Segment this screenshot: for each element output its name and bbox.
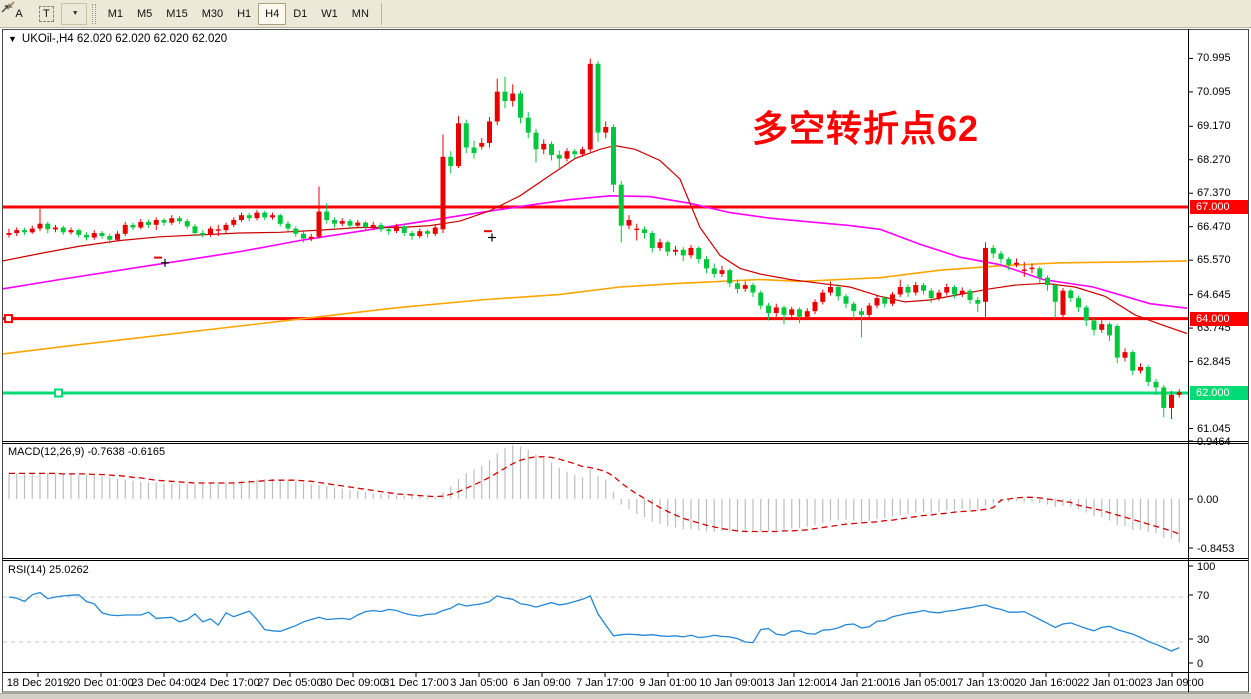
time-tick-label: 23 Jan 09:00: [1140, 677, 1204, 689]
timeframe-button-mn[interactable]: MN: [345, 3, 376, 25]
price-tick-label: 70.095: [1197, 85, 1231, 98]
time-tick-label: 31 Dec 17:00: [383, 677, 449, 689]
timeframe-button-h1[interactable]: H1: [230, 3, 258, 25]
price-line-badge-62.000: 62.000: [1190, 386, 1248, 400]
price-tick-label: 70.995: [1197, 52, 1231, 65]
toolbar-grip[interactable]: [91, 3, 96, 24]
text-tool-button[interactable]: T: [32, 3, 61, 25]
price-tick-label: 65.570: [1197, 254, 1231, 267]
time-tick-label: 3 Jan 05:00: [450, 677, 508, 689]
time-tick-label: 9 Jan 01:00: [639, 677, 697, 689]
indicator-tick-label: 0.00: [1197, 494, 1219, 506]
time-tick-label: 16 Jan 05:00: [888, 677, 952, 689]
time-tick-label: 13 Jan 12:00: [762, 677, 826, 689]
indicator-tick-label: 0.9464: [1197, 436, 1231, 448]
chart-title-text: UKOil-,H4 62.020 62.020 62.020 62.020: [21, 33, 228, 45]
timeframe-button-group: M1 M5 M15 M30 H1 H4 D1 W1 MN: [101, 2, 376, 25]
chart-collapse-icon[interactable]: ▼: [8, 34, 17, 44]
price-line-badge-67.000: 67.000: [1190, 200, 1248, 214]
arrow-cursor-button[interactable]: A: [6, 3, 32, 25]
price-tick-label: 69.170: [1197, 120, 1231, 133]
macd-indicator-label: MACD(12,26,9) -0.7638 -0.6165: [8, 446, 166, 458]
rsi-indicator-label: RSI(14) 25.0262: [8, 564, 89, 576]
indicator-tick-label: 70: [1197, 590, 1210, 602]
time-tick-label: 10 Jan 09:00: [699, 677, 763, 689]
toolbar-separator: [380, 2, 382, 25]
time-tick-label: 18 Dec 2019: [6, 677, 70, 689]
time-tick-label: 7 Jan 17:00: [576, 677, 634, 689]
timeframe-button-m5[interactable]: M5: [130, 3, 159, 25]
time-tick-label: 20 Dec 01:00: [68, 677, 134, 689]
timeframe-button-w1[interactable]: W1: [314, 3, 345, 25]
price-tick-label: 66.470: [1197, 220, 1231, 233]
timeframe-button-d1[interactable]: D1: [286, 3, 314, 25]
price-tick-label: 64.645: [1197, 288, 1231, 301]
time-tick-label: 23 Dec 04:00: [131, 677, 197, 689]
indicator-tick-label: 100: [1197, 561, 1216, 573]
price-tick-label: 62.845: [1197, 355, 1231, 368]
timeframe-button-m1[interactable]: M1: [101, 3, 130, 25]
window-bottom-edge: [0, 693, 1251, 699]
dropdown-arrow-icon: ▼: [71, 10, 79, 17]
time-tick-label: 27 Dec 05:00: [257, 677, 323, 689]
indicator-tick-label: -0.8453: [1197, 543, 1235, 555]
toolbar: A T ▼ M1 M5 M15 M30 H1 H4 D1 W1 MN: [0, 0, 1251, 28]
text-tool-icon: T: [39, 5, 54, 22]
timeframe-button-m15[interactable]: M15: [159, 3, 194, 25]
time-tick-label: 30 Dec 09:00: [320, 677, 386, 689]
crosshair-tools-button[interactable]: ▼: [1, 1, 87, 25]
price-tick-label: 61.045: [1197, 422, 1231, 435]
time-tick-label: 17 Jan 13:00: [951, 677, 1015, 689]
time-tick-label: 14 Jan 21:00: [825, 677, 889, 689]
time-tick-label: 20 Jan 16:00: [1014, 677, 1078, 689]
time-tick-label: 6 Jan 09:00: [513, 677, 571, 689]
time-tick-label: 22 Jan 01:00: [1077, 677, 1141, 689]
indicator-tick-label: 30: [1197, 634, 1210, 646]
timeframe-button-m30[interactable]: M30: [195, 3, 230, 25]
indicator-tick-label: 0: [1197, 658, 1204, 670]
chart-annotation-text[interactable]: 多空转折点62: [752, 108, 980, 149]
price-line-badge-64.000: 64.000: [1190, 311, 1248, 326]
chart-header: ▼ UKOil-,H4 62.020 62.020 62.020 62.020: [8, 33, 227, 45]
price-tick-label: 68.270: [1197, 153, 1231, 166]
timeframe-button-h4[interactable]: H4: [258, 2, 287, 25]
time-tick-label: 24 Dec 17:00: [194, 677, 260, 689]
price-tick-label: 67.370: [1197, 187, 1231, 200]
